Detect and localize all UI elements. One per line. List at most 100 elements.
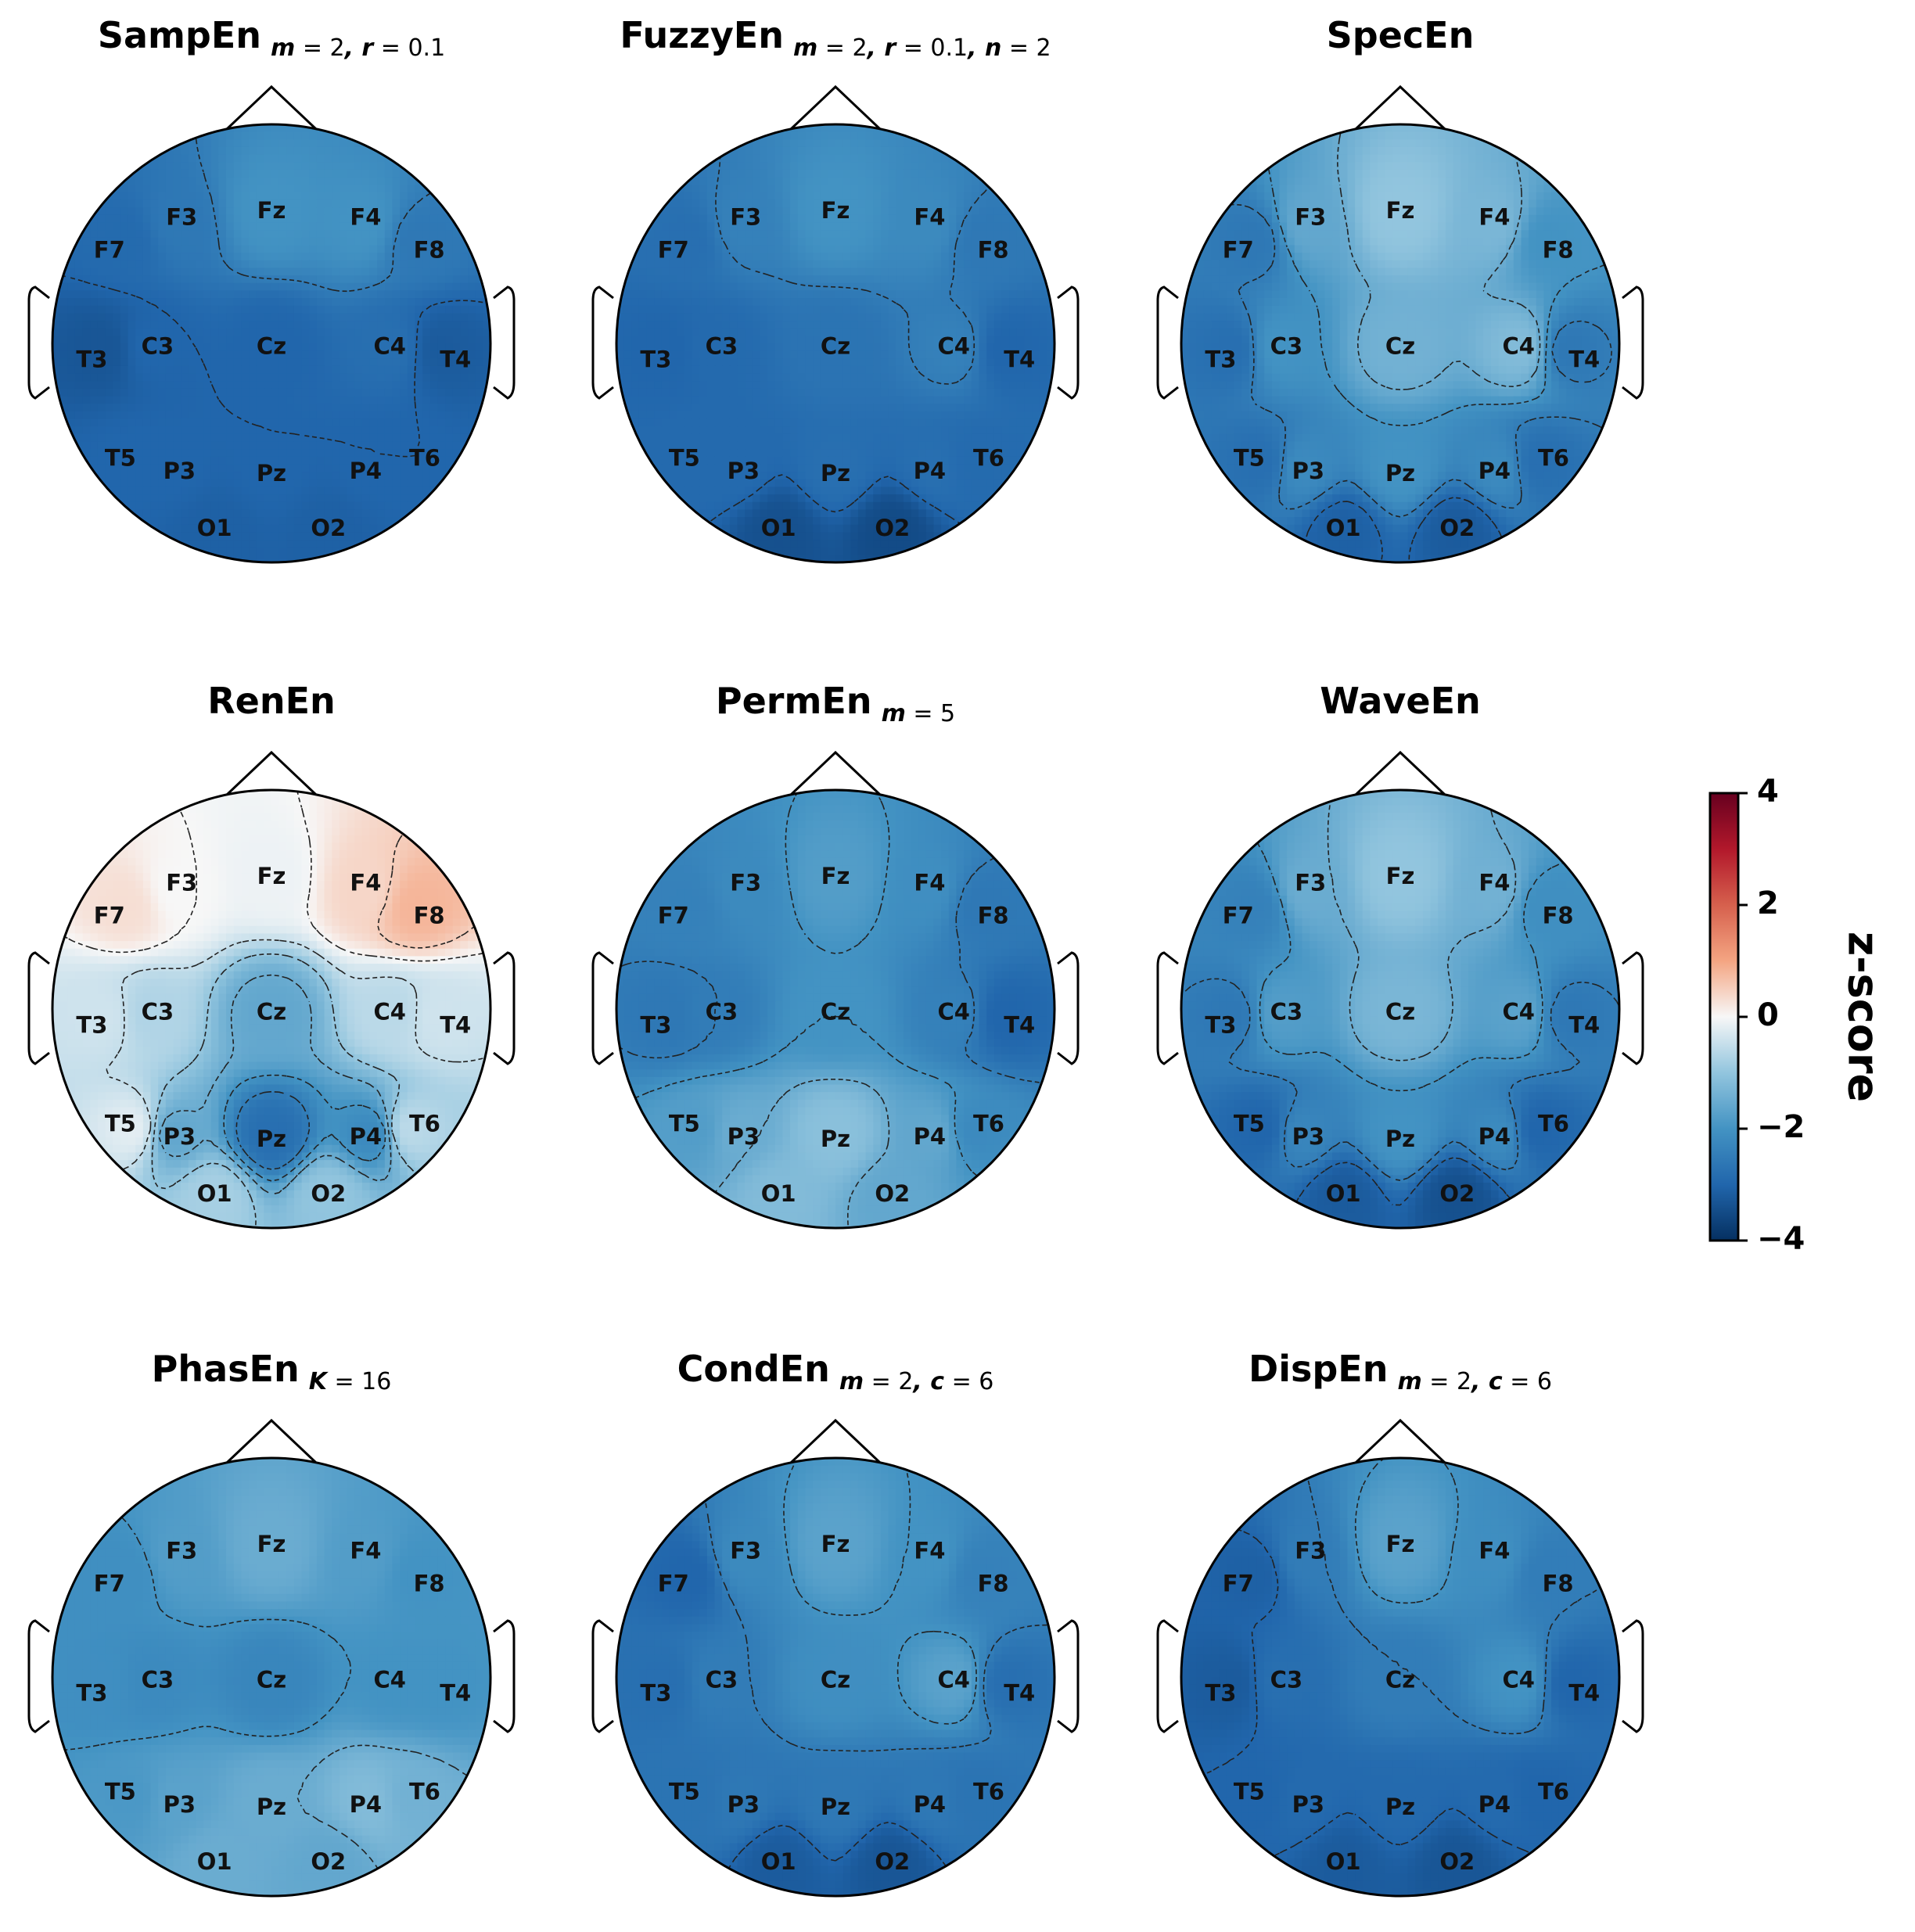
heatmap-cell: [67, 230, 76, 239]
heatmap-cell: [249, 282, 257, 292]
heatmap-cell: [661, 207, 670, 216]
heatmap-cell: [165, 501, 174, 511]
heatmap-cell: [339, 268, 348, 276]
heatmap-cell: [828, 275, 836, 284]
heatmap-cell: [241, 237, 250, 246]
heatmap-cell: [392, 275, 401, 284]
heatmap-cell: [964, 169, 972, 178]
heatmap-cell: [135, 298, 144, 307]
heatmap-cell: [623, 328, 633, 337]
heatmap-cell: [415, 313, 423, 321]
heatmap-cell: [181, 268, 189, 276]
heatmap-cell: [67, 547, 76, 556]
heatmap-cell: [971, 154, 980, 163]
heatmap-cell: [631, 282, 640, 292]
heatmap-cell: [158, 540, 167, 548]
heatmap-cell: [677, 237, 685, 246]
heatmap-cell: [631, 230, 640, 239]
heatmap-cell: [203, 328, 212, 337]
heatmap-cell: [105, 290, 113, 299]
heatmap-cell: [188, 365, 197, 375]
heatmap-cell: [925, 260, 935, 269]
heatmap-cell: [332, 404, 340, 412]
heatmap-cell: [59, 350, 69, 360]
heatmap-cell: [105, 517, 113, 526]
heatmap-cell: [203, 487, 212, 495]
heatmap-cell: [264, 396, 272, 404]
heatmap-cell: [293, 207, 303, 216]
heatmap-cell: [850, 207, 859, 216]
heatmap-cell: [392, 328, 401, 337]
heatmap-cell: [97, 222, 106, 231]
heatmap-cell: [422, 426, 431, 435]
heatmap-cell: [354, 260, 363, 269]
heatmap-cell: [173, 199, 181, 208]
heatmap-cell: [415, 131, 423, 141]
heatmap-cell: [339, 245, 348, 253]
heatmap-cell: [429, 532, 439, 540]
heatmap-cell: [74, 328, 84, 337]
heatmap-cell: [347, 253, 355, 261]
heatmap-cell: [233, 230, 243, 239]
heatmap-cell: [293, 222, 303, 231]
heatmap-cell: [316, 381, 325, 390]
heatmap-cell: [286, 139, 295, 148]
heatmap-cell: [737, 207, 746, 216]
heatmap-cell: [226, 131, 235, 141]
heatmap-cell: [941, 139, 950, 148]
heatmap-cell: [188, 373, 197, 382]
heatmap-cell: [105, 230, 113, 239]
heatmap-cell: [661, 328, 670, 337]
heatmap-cell: [452, 245, 462, 253]
heatmap-cell: [113, 154, 121, 163]
heatmap-cell: [361, 253, 371, 261]
heatmap-cell: [165, 517, 174, 526]
heatmap-cell: [475, 381, 484, 390]
heatmap-cell: [301, 282, 310, 292]
heatmap-cell: [993, 290, 1003, 299]
heatmap-cell: [737, 268, 746, 276]
heatmap-cell: [616, 177, 625, 185]
heatmap-cell: [369, 411, 378, 420]
heatmap-cell: [1047, 207, 1055, 216]
heatmap-cell: [181, 517, 189, 526]
heatmap-cell: [722, 207, 731, 216]
heatmap-cell: [309, 177, 318, 185]
heatmap-cell: [415, 464, 423, 472]
heatmap-cell: [210, 472, 220, 480]
heatmap-cell: [774, 222, 784, 231]
heatmap-cell: [181, 404, 189, 412]
heatmap-cell: [956, 290, 965, 299]
heatmap-cell: [964, 207, 972, 216]
heatmap-cell: [1009, 185, 1018, 193]
heatmap-cell: [415, 441, 423, 450]
heatmap-cell: [377, 199, 386, 208]
heatmap-cell: [203, 532, 212, 540]
heatmap-cell: [218, 298, 227, 307]
heatmap-cell: [142, 253, 152, 261]
heatmap-cell: [97, 169, 106, 178]
heatmap-cell: [67, 199, 76, 208]
heatmap-cell: [638, 162, 648, 171]
heatmap-cell: [925, 321, 935, 329]
heatmap-cell: [173, 365, 181, 375]
heatmap-cell: [925, 282, 935, 292]
heatmap-cell: [293, 313, 303, 321]
heatmap-cell: [120, 336, 129, 344]
heatmap-cell: [737, 313, 746, 321]
heatmap-cell: [249, 365, 257, 375]
heatmap-cell: [948, 214, 958, 224]
heatmap-cell: [158, 192, 167, 201]
heatmap-cell: [956, 177, 965, 185]
heatmap-cell: [392, 343, 401, 352]
heatmap-cell: [286, 381, 295, 390]
heatmap-cell: [105, 532, 113, 540]
heatmap-cell: [332, 501, 340, 511]
heatmap-cell: [722, 253, 731, 261]
heatmap-cell: [941, 169, 950, 178]
heatmap-cell: [226, 441, 235, 450]
heatmap-cell: [850, 139, 859, 148]
heatmap-cell: [339, 494, 348, 503]
heatmap-cell: [347, 192, 355, 201]
